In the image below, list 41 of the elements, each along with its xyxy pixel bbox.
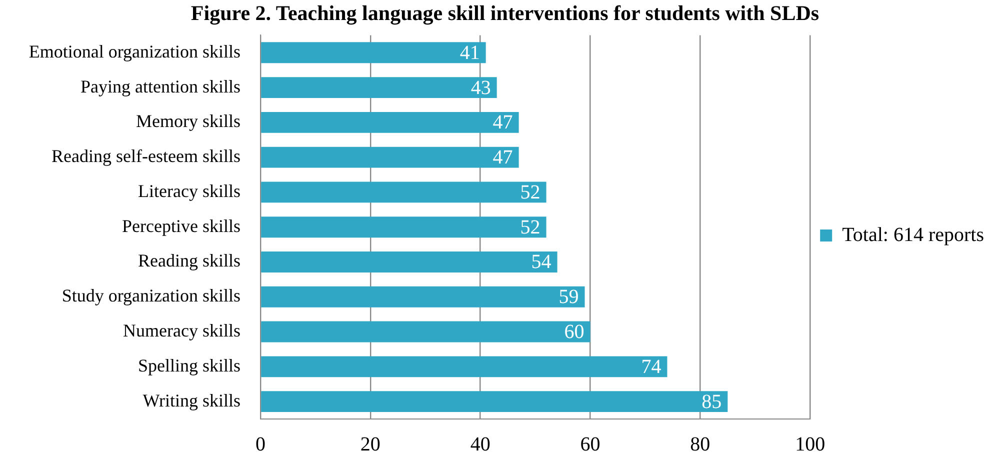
bar xyxy=(261,321,590,342)
y-tick-label: Study organization skills xyxy=(62,286,240,306)
bar xyxy=(261,182,546,203)
bar xyxy=(261,216,546,238)
y-tick-label: Writing skills xyxy=(142,390,240,410)
bar xyxy=(261,391,728,412)
y-tick-label: Paying attention skills xyxy=(80,76,240,96)
data-label: 74 xyxy=(641,356,662,378)
x-tick-label: 20 xyxy=(360,433,380,456)
x-tick-label: 100 xyxy=(795,433,826,456)
data-label: 41 xyxy=(460,42,480,64)
bar xyxy=(261,42,486,64)
data-label: 47 xyxy=(492,112,513,134)
bar xyxy=(261,356,668,378)
data-label: 54 xyxy=(531,251,552,274)
chart-title: Figure 2. Teaching language skill interventions for students with SLDs xyxy=(190,1,820,26)
data-label: 85 xyxy=(702,390,722,413)
bar xyxy=(261,286,585,308)
data-label: 59 xyxy=(558,286,579,308)
x-tick-label: 40 xyxy=(470,433,490,456)
y-tick-label: Perceptive skills xyxy=(122,216,240,236)
data-label: 47 xyxy=(492,146,513,169)
y-tick-label: Literacy skills xyxy=(138,180,240,201)
x-tick-label: 0 xyxy=(256,433,266,456)
y-tick-label: Memory skills xyxy=(136,111,240,132)
data-label: 43 xyxy=(470,76,491,99)
x-tick-label: 60 xyxy=(580,433,600,456)
y-tick-label: Numeracy skills xyxy=(123,320,240,341)
bar xyxy=(261,77,497,98)
bar xyxy=(261,252,558,272)
y-tick-label: Emotional organization skills xyxy=(28,41,240,62)
y-tick-label: Spelling skills xyxy=(138,355,240,376)
data-label: 60 xyxy=(564,321,584,344)
x-tick-label: 80 xyxy=(690,433,710,456)
y-tick-label: Reading skills xyxy=(138,250,240,271)
data-label: 52 xyxy=(520,181,540,204)
bar xyxy=(261,146,519,168)
data-label: 52 xyxy=(520,216,540,238)
bar xyxy=(261,112,519,133)
y-tick-label: Reading self-esteem skills xyxy=(52,146,240,166)
legend-label: Total: 614 reports xyxy=(842,224,984,246)
